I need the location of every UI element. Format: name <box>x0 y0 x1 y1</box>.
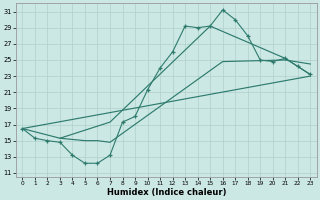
X-axis label: Humidex (Indice chaleur): Humidex (Indice chaleur) <box>107 188 226 197</box>
